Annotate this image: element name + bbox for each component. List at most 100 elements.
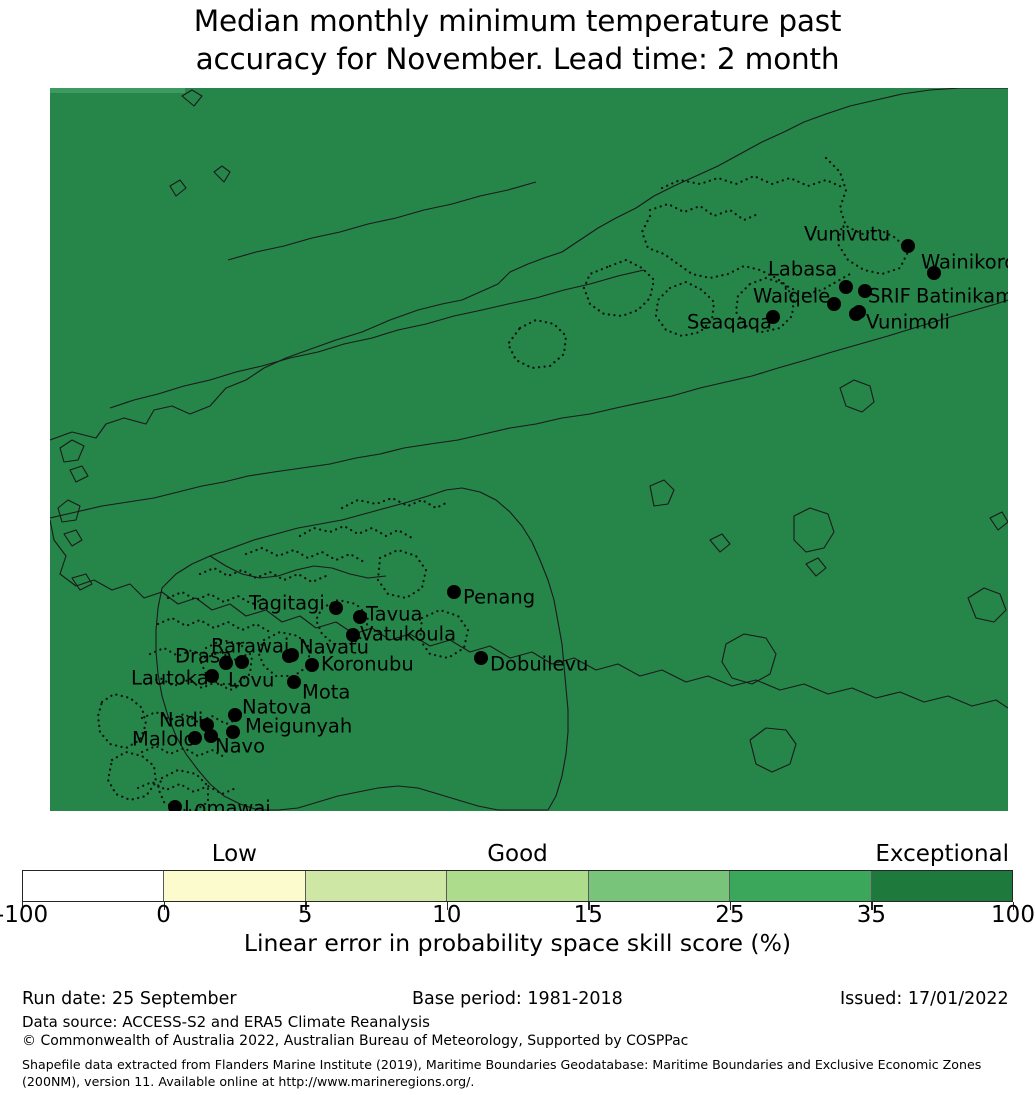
station-label: Natova [242,695,312,719]
islet-west-2 [63,529,83,547]
station-marker[interactable] [188,731,202,745]
colorbar-tick-label: 5 [297,902,313,928]
islet-east-9 [839,379,875,413]
station-marker[interactable] [200,718,214,732]
station-marker[interactable] [329,601,343,615]
colorbar-tick [305,902,307,910]
colorbar-tick [871,902,873,910]
station-label: Wainikoro [921,250,1008,274]
islet-east-1 [793,507,835,553]
inland-boundary-north [109,269,645,409]
station-marker[interactable] [205,669,219,683]
station-marker[interactable] [447,585,461,599]
islet-east-2 [649,479,675,507]
colorbar-segment [305,871,448,901]
station-label: Vunivutu [804,222,891,246]
station-marker[interactable] [901,239,915,253]
data-source-text: Data source: ACCESS-S2 and ERA5 Climate … [22,1013,430,1031]
map-top-color-strip [50,88,185,93]
colorbar[interactable] [22,870,1013,902]
colorbar-segment [730,871,872,901]
station-marker[interactable] [305,658,319,672]
station-label: Koronubu [321,652,414,676]
station-marker[interactable] [287,675,301,689]
run-date-text: Run date: 25 September [22,989,237,1009]
map-vector-layer [50,88,1008,811]
station-marker[interactable] [168,800,182,811]
colorbar-tick-label: 15 [573,902,603,928]
station-marker[interactable] [219,656,233,670]
coastline-vanua-levu-west [50,519,1008,709]
colorbar-band-label: Low [211,841,257,867]
station-marker[interactable] [839,280,853,294]
coastline-vanua-levu [50,88,1008,441]
colorbar-tick [22,902,24,910]
islet-east-7 [749,727,797,773]
islet-east-4 [805,557,827,577]
islet-east-6 [989,511,1008,531]
islet-east-8 [967,587,1007,623]
station-label: Lautoka [131,666,209,690]
station-label: Malolo [132,727,196,751]
station-marker[interactable] [204,729,218,743]
colorbar-ticks [22,902,1015,911]
colorbar-tick-label: -100 [0,902,49,928]
colorbar-tick [729,902,732,910]
islet-north-3 [181,89,203,107]
islet-west-1 [57,499,81,523]
coastline-vanua-levu-south [50,299,1008,519]
issued-date-text: Issued: 17/01/2022 [840,989,1009,1009]
station-marker[interactable] [235,655,249,669]
title-line-1: Median monthly minimum temperature past [193,4,842,38]
station-label: Vatukoula [360,622,457,646]
colorbar-band-labels: Low Good Exceptional [0,841,1035,869]
islet-west-4 [59,439,85,463]
station-label: Labasa [768,257,838,281]
colorbar-tick [1013,902,1015,910]
station-marker[interactable] [858,284,872,298]
colorbar-segment [871,871,1012,901]
station-label: Waiqele [753,284,831,308]
station-marker[interactable] [849,307,863,321]
station-marker[interactable] [827,297,841,311]
coastline-viti-levu-south [155,587,548,811]
station-label: SRIF [868,284,911,308]
station-label: Drasa [175,644,233,668]
colorbar-tick-label: 100 [991,902,1035,928]
shapefile-attribution-text: Shapefile data extracted from Flanders M… [22,1057,982,1089]
colorbar-tick-label: 35 [856,902,887,928]
colorbar-axis-title: Linear error in probability space skill … [243,929,792,957]
station-label: Penang [463,585,536,609]
station-label: Tavua [366,602,423,626]
footer-meta-row: Run date: 25 September Base period: 1981… [0,988,1035,1012]
station-marker[interactable] [353,610,367,624]
station-marker[interactable] [228,708,242,722]
station-marker[interactable] [766,310,780,324]
station-label: Mota [302,680,351,704]
copyright-text: © Commonwealth of Australia 2022, Austra… [22,1033,689,1049]
page-title: Median monthly minimum temperature past … [0,0,1035,78]
base-period-text: Base period: 1981-2018 [412,989,623,1009]
station-label: Dobuilevu [490,652,589,676]
skill-score-map[interactable]: Vunivutu Wainikoro Labasa SRIFBatinikama Wai… [50,88,1008,811]
colorbar-segment [23,871,165,901]
colorbar-tick-labels: -100 0 5 10 15 25 35 100 [0,900,1035,930]
station-marker[interactable] [474,651,488,665]
colorbar-tick-label: 25 [715,902,745,928]
station-marker[interactable] [346,628,360,642]
station-label: Rarawai [211,634,290,658]
station-label: Tagitagi [249,591,325,615]
colorbar-band-label: Good [487,841,548,867]
station-label: Navatu [299,635,370,659]
colorbar-segment [588,871,731,901]
station-label: Batinikama [916,284,1008,308]
islet-east-3 [721,633,777,685]
station-label: Seaqaqa [687,310,772,334]
islet-north-2 [169,179,187,197]
station-label: Lovu [228,668,275,692]
title-line-2: accuracy for November. Lead time: 2 mont… [195,42,840,76]
colorbar-tick-label: 10 [432,902,462,928]
station-marker[interactable] [927,266,941,280]
station-marker[interactable] [226,725,240,739]
station-marker[interactable] [282,649,296,663]
